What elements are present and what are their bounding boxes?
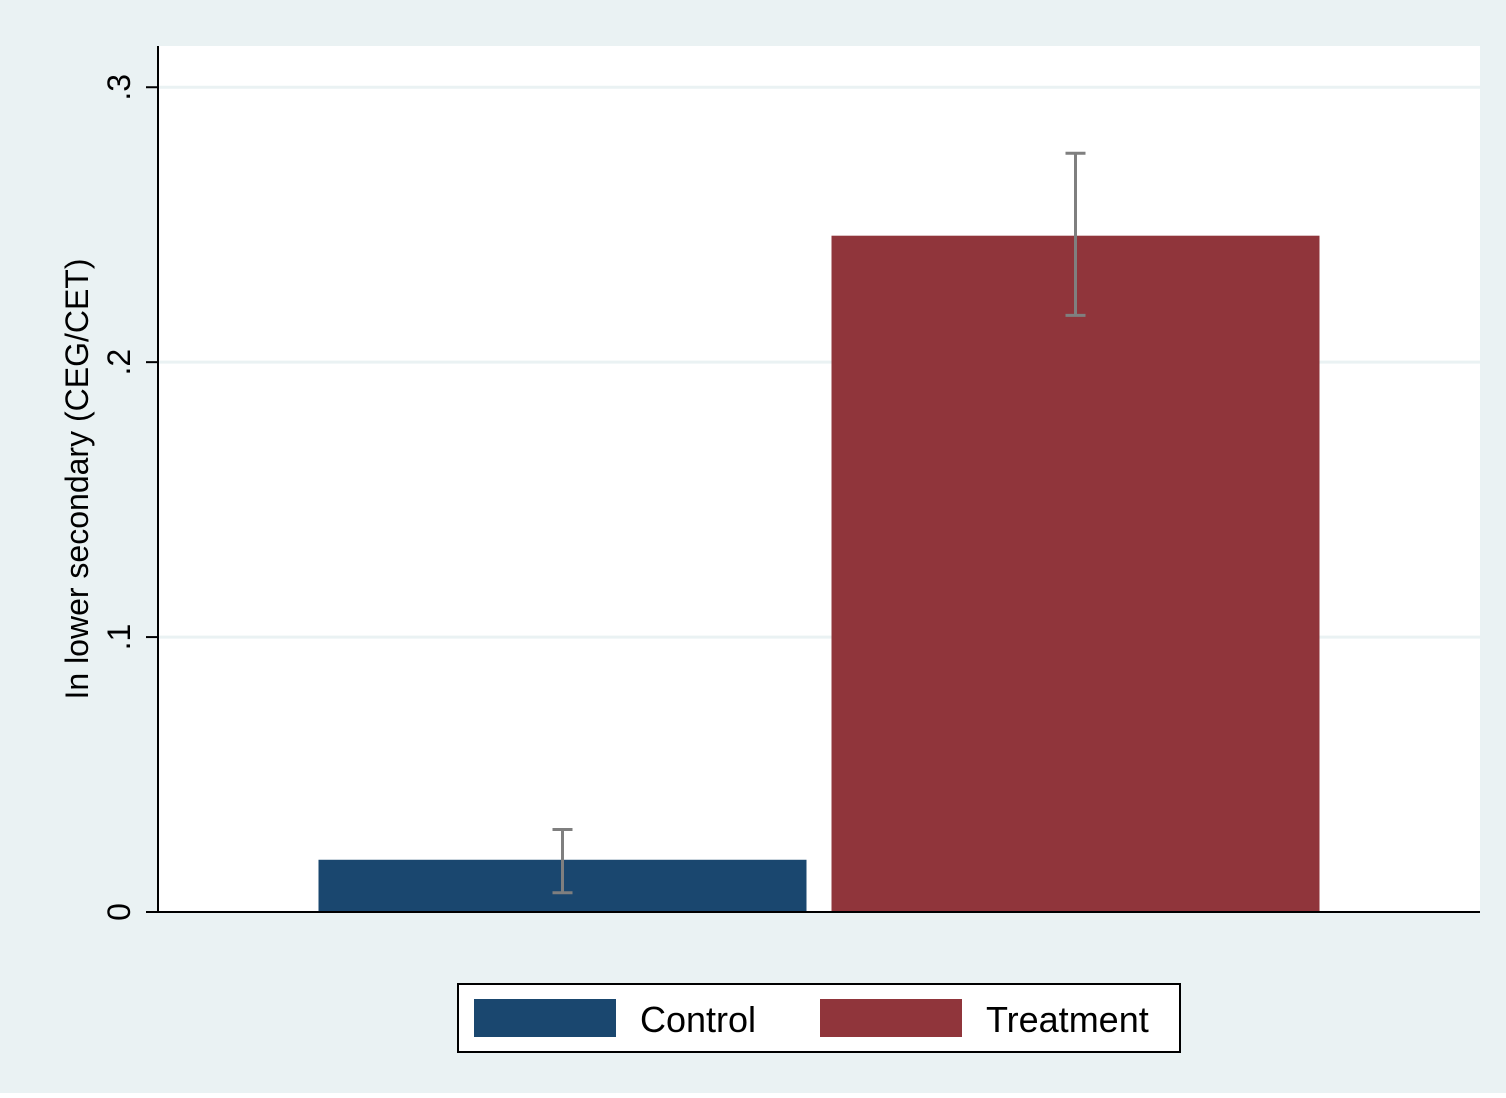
legend-label-treatment: Treatment — [986, 999, 1149, 1040]
bar-treatment — [831, 235, 1320, 912]
legend-swatch-treatment — [820, 999, 962, 1037]
legend-label-control: Control — [640, 999, 756, 1040]
y-ticks: 0 .1 .2 .3 — [101, 74, 158, 921]
legend-items: Control Treatment — [474, 999, 1149, 1040]
y-axis — [157, 46, 1480, 913]
y-tick-label: .2 — [101, 349, 137, 376]
error-bars — [552, 151, 1086, 895]
legend-swatch-control — [474, 999, 616, 1037]
y-tick-label: .3 — [101, 74, 137, 101]
legend: Control Treatment — [457, 983, 1181, 1053]
y-tick-label: 0 — [101, 903, 137, 921]
y-tick-label: .1 — [101, 624, 137, 651]
y-axis-label: In lower secondary (CEG/CET) — [59, 258, 95, 699]
